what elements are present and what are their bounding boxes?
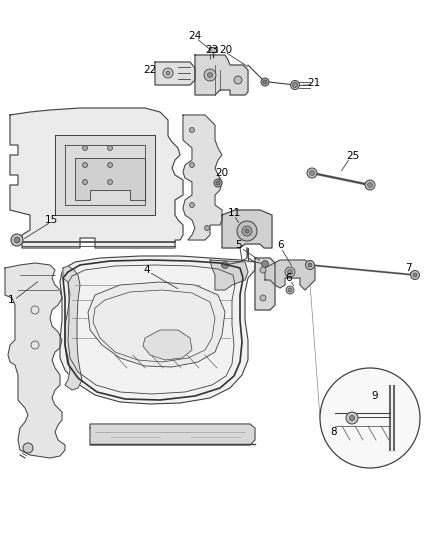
Polygon shape (55, 135, 155, 215)
Text: 6: 6 (285, 273, 292, 283)
Polygon shape (75, 158, 145, 200)
Polygon shape (255, 258, 275, 310)
Text: 4: 4 (143, 265, 150, 275)
Circle shape (287, 270, 293, 274)
Polygon shape (265, 260, 315, 290)
Text: 20: 20 (215, 168, 228, 178)
Circle shape (82, 180, 88, 184)
Circle shape (14, 237, 20, 243)
Circle shape (308, 263, 312, 267)
Circle shape (190, 203, 194, 207)
Text: 25: 25 (346, 151, 359, 161)
Text: 9: 9 (371, 391, 378, 401)
Circle shape (23, 443, 33, 453)
Circle shape (261, 78, 269, 86)
Circle shape (216, 181, 220, 185)
Circle shape (260, 267, 266, 273)
FancyBboxPatch shape (209, 47, 217, 52)
Circle shape (242, 226, 252, 236)
Text: 6: 6 (277, 240, 284, 250)
Text: 11: 11 (228, 208, 241, 218)
Polygon shape (10, 108, 183, 248)
Circle shape (320, 368, 420, 468)
Text: 15: 15 (45, 215, 58, 225)
Polygon shape (90, 424, 255, 445)
Circle shape (82, 163, 88, 167)
Circle shape (290, 80, 300, 90)
Circle shape (237, 221, 257, 241)
PathPatch shape (88, 282, 225, 367)
Circle shape (214, 179, 222, 187)
Text: 5: 5 (235, 240, 242, 250)
Circle shape (204, 69, 216, 81)
Text: 7: 7 (405, 263, 412, 273)
Circle shape (245, 229, 249, 233)
Text: 20: 20 (219, 45, 232, 55)
Circle shape (208, 72, 212, 77)
Circle shape (190, 163, 194, 167)
Polygon shape (183, 115, 222, 240)
Text: 1: 1 (8, 295, 14, 305)
Circle shape (260, 295, 266, 301)
PathPatch shape (143, 330, 192, 360)
Polygon shape (63, 266, 82, 390)
Circle shape (166, 71, 170, 75)
Circle shape (286, 286, 294, 294)
Circle shape (410, 271, 420, 279)
Circle shape (11, 234, 23, 246)
Circle shape (263, 80, 267, 84)
Circle shape (285, 267, 295, 277)
Circle shape (365, 180, 375, 190)
Circle shape (413, 273, 417, 277)
Text: 21: 21 (307, 78, 320, 88)
Circle shape (350, 416, 354, 421)
Polygon shape (5, 263, 65, 458)
Circle shape (190, 127, 194, 133)
Text: 8: 8 (330, 427, 337, 437)
Circle shape (107, 163, 113, 167)
Circle shape (234, 76, 242, 84)
Circle shape (293, 83, 297, 87)
Circle shape (222, 262, 229, 269)
Polygon shape (210, 260, 248, 290)
Text: 23: 23 (205, 45, 218, 55)
Circle shape (82, 146, 88, 150)
Polygon shape (195, 55, 248, 95)
Text: 24: 24 (188, 31, 201, 41)
Circle shape (205, 225, 209, 230)
Circle shape (163, 68, 173, 78)
Polygon shape (222, 210, 272, 248)
Circle shape (310, 171, 314, 175)
Circle shape (367, 182, 372, 188)
Circle shape (307, 168, 317, 178)
Circle shape (288, 288, 292, 292)
Circle shape (346, 412, 358, 424)
Circle shape (305, 261, 314, 270)
Polygon shape (155, 62, 195, 85)
Circle shape (261, 261, 268, 268)
Text: 22: 22 (143, 65, 156, 75)
PathPatch shape (60, 256, 255, 404)
Circle shape (107, 180, 113, 184)
Circle shape (107, 146, 113, 150)
